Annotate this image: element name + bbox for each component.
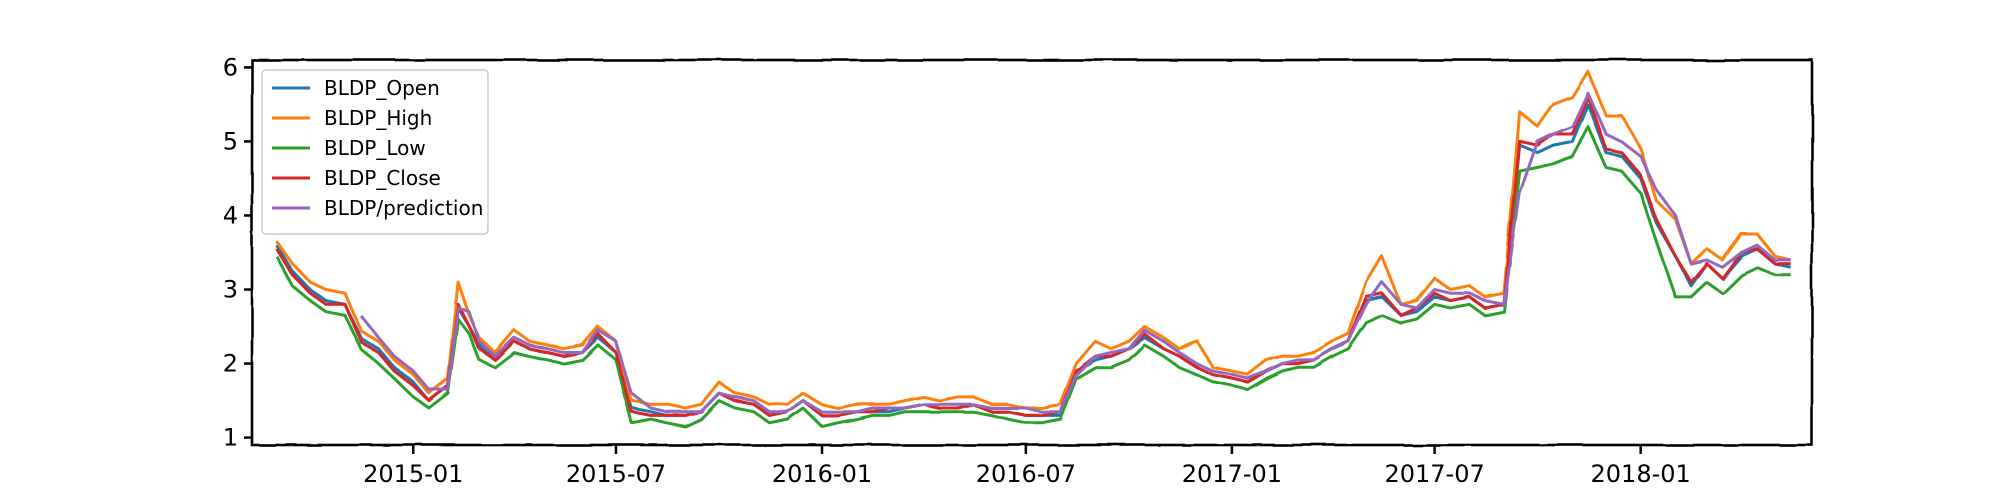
legend-item: BLDP/prediction — [272, 196, 483, 220]
x-tick-label: 2015-01 — [363, 460, 463, 488]
x-tick-label: 2018-01 — [1591, 460, 1691, 488]
y-axis: 1 2 3 4 5 6 — [223, 53, 252, 452]
series-line-bldp-open — [275, 102, 1792, 417]
x-tick-label: 2016-01 — [772, 460, 872, 488]
legend-box — [261, 69, 489, 235]
y-tick-label: 3 — [223, 276, 238, 304]
series-line-bldp-high — [275, 69, 1792, 410]
x-tick-label: 2015-07 — [566, 460, 666, 488]
legend-item: BLDP_Low — [272, 136, 426, 160]
series-line-bldp-close — [275, 95, 1791, 417]
legend-label: BLDP_Open — [324, 76, 440, 100]
legend-label: BLDP/prediction — [324, 196, 483, 220]
x-tick-label: 2017-07 — [1384, 460, 1484, 488]
x-tick-label: 2017-01 — [1182, 460, 1282, 488]
series-line-bldp-prediction — [359, 91, 1791, 414]
y-tick-label: 2 — [223, 350, 238, 378]
x-tick-label: 2016-07 — [976, 460, 1076, 488]
y-tick-label: 5 — [223, 127, 238, 155]
legend: BLDP_Open BLDP_High BLDP_Low BLDP_Close BLDP… — [261, 69, 489, 235]
legend-item: BLDP_Close — [272, 166, 441, 190]
legend-label: BLDP_Close — [324, 166, 441, 190]
y-tick-label: 1 — [223, 424, 238, 452]
x-axis: 2015-01 2015-07 2016-01 2016-07 2017-01 2017-… — [363, 445, 1691, 488]
legend-label: BLDP_High — [324, 106, 432, 130]
plot-frame — [250, 58, 1814, 447]
series-layer — [275, 69, 1792, 428]
legend-item: BLDP_Open — [272, 76, 440, 100]
y-tick-label: 4 — [223, 201, 238, 229]
y-tick-label: 6 — [223, 53, 238, 81]
legend-item: BLDP_High — [272, 106, 432, 130]
series-line-bldp-low — [275, 125, 1791, 428]
legend-label: BLDP_Low — [324, 136, 426, 160]
